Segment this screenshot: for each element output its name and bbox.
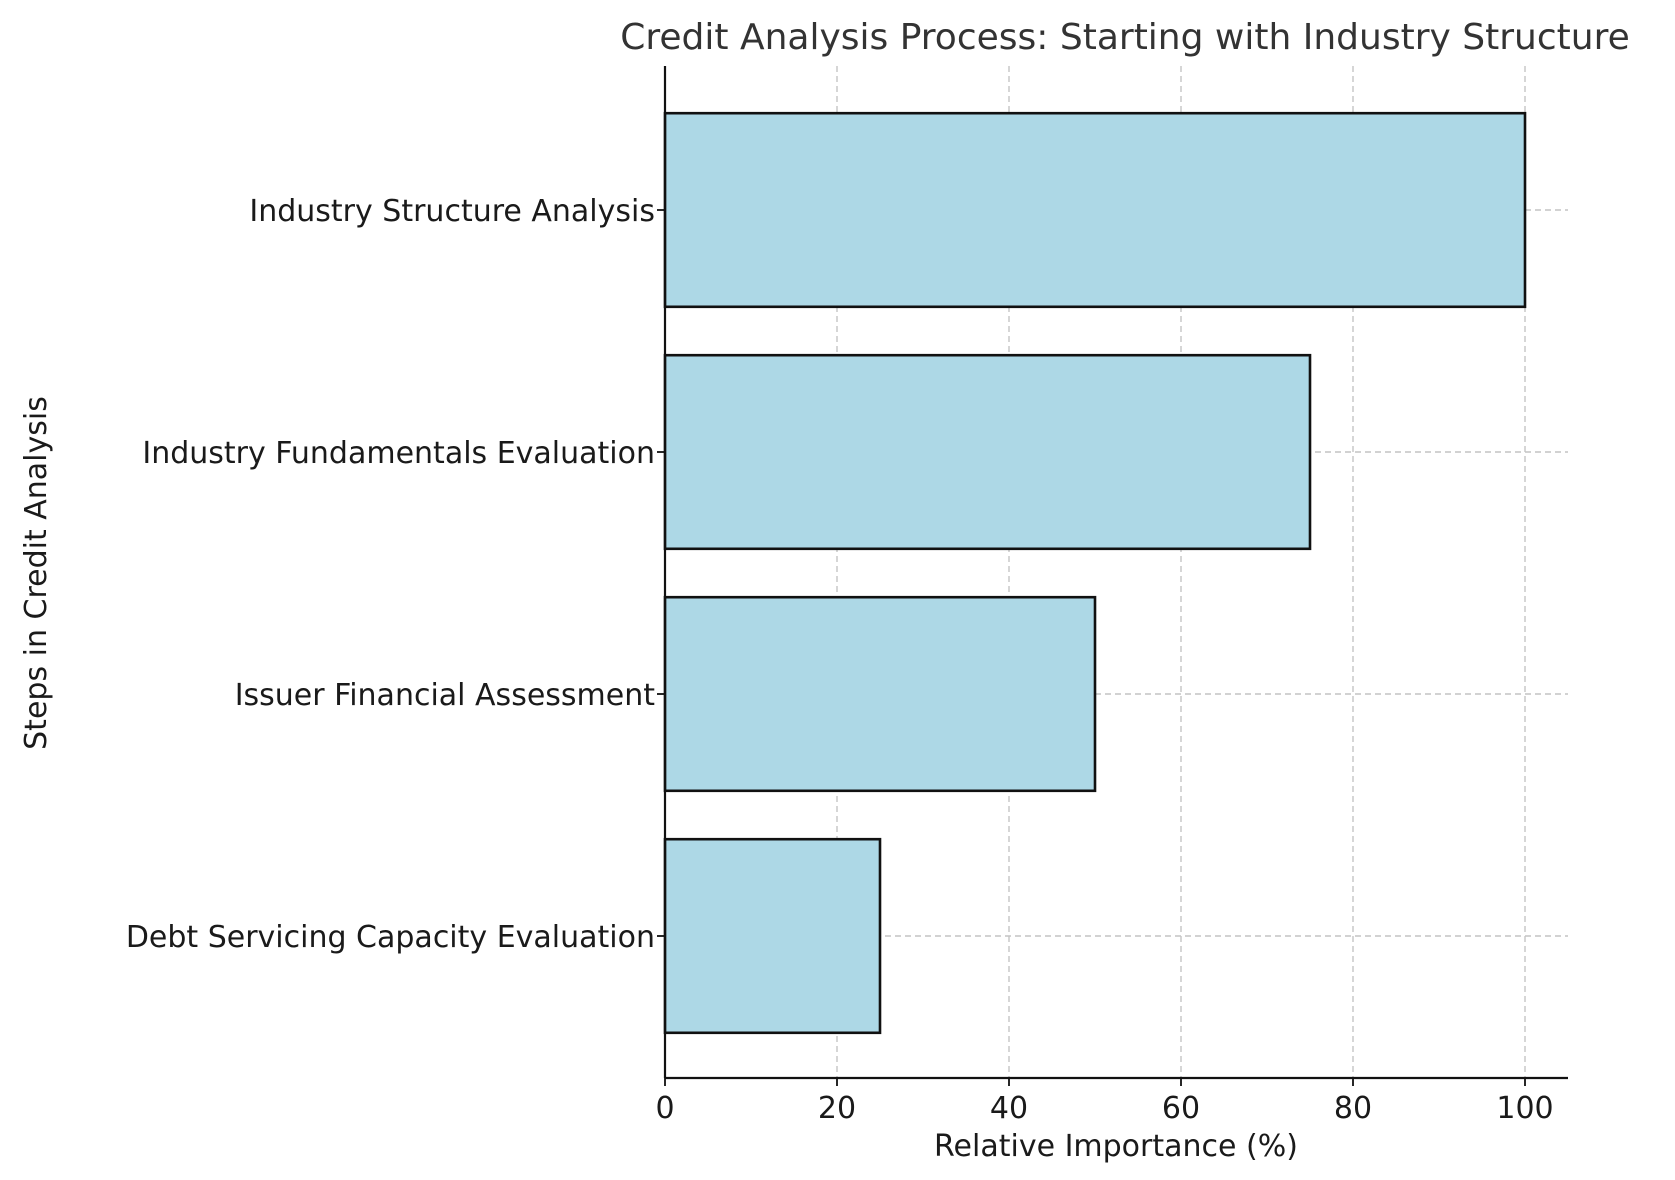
bar (663, 111, 1527, 309)
axes: 0 20 40 60 80 100 Industry Structure Analysis I… (126, 66, 1568, 1126)
bar (663, 837, 882, 1035)
x-tick-label: 40 (990, 1091, 1028, 1126)
chart-title: Credit Analysis Process: Starting with I… (620, 17, 1629, 58)
y-tick-label: Industry Structure Analysis (249, 194, 655, 229)
x-tick-label: 60 (1162, 1091, 1200, 1126)
x-tick-label: 100 (1496, 1091, 1553, 1126)
y-tick-label: Industry Fundamentals Evaluation (142, 436, 655, 471)
bar (663, 595, 1097, 793)
y-tick-label: Debt Servicing Capacity Evaluation (126, 920, 655, 955)
y-tick-label: Issuer Financial Assessment (235, 678, 656, 713)
x-axis-label: Relative Importance (%) (934, 1129, 1298, 1164)
y-axis-label: Steps in Credit Analysis (19, 396, 54, 750)
x-tick-label: 80 (1334, 1091, 1372, 1126)
x-tick-label: 20 (818, 1091, 856, 1126)
bars (663, 111, 1527, 1035)
bar (663, 353, 1312, 551)
x-tick-label: 0 (655, 1091, 674, 1126)
